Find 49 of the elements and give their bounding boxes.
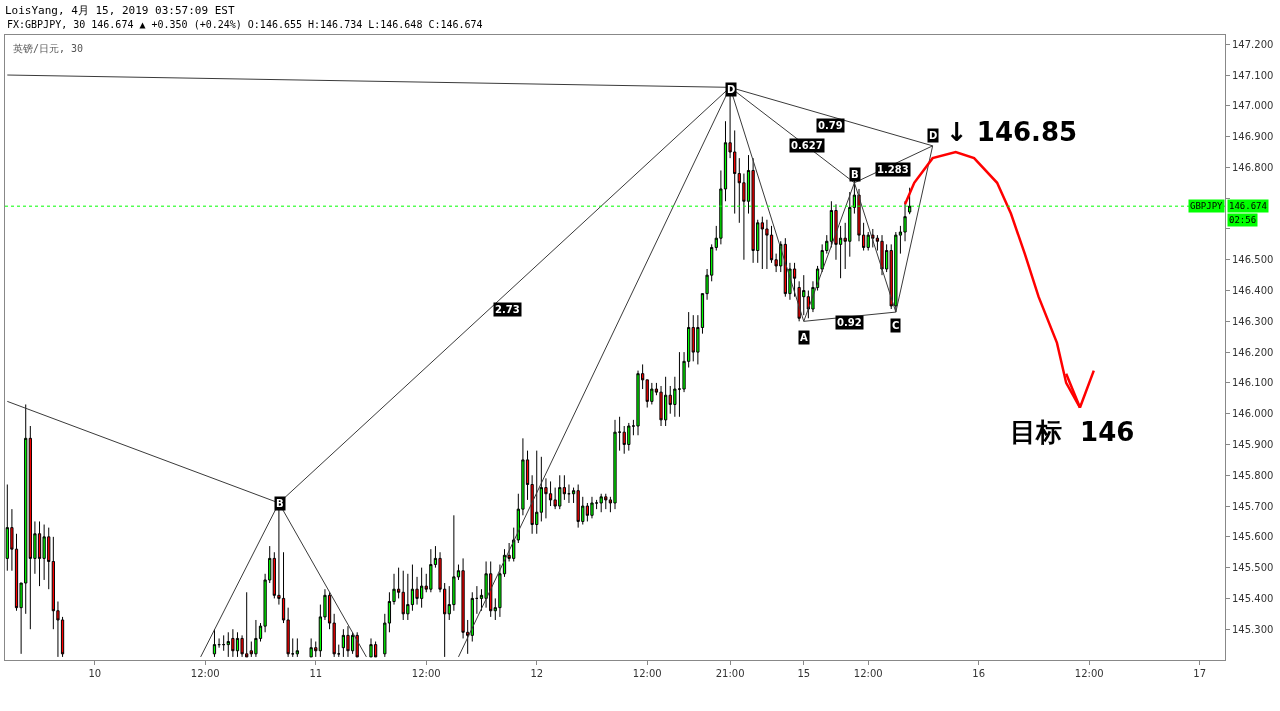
annotation: ↓ 146.85	[946, 117, 1078, 147]
y-tick-label: 146.300	[1232, 315, 1274, 327]
chart-title: LoisYang, 4月 15, 2019 03:57:09 EST	[5, 3, 235, 17]
annotation: 目标 146	[1010, 417, 1135, 447]
x-tick-label: 12	[530, 668, 544, 679]
annotation: B	[851, 169, 859, 180]
y-tick-label: 146.500	[1232, 254, 1274, 266]
annotation: 0.92	[837, 317, 862, 328]
x-tick-label: 12:00	[853, 668, 883, 679]
annotation: 0.627	[791, 140, 823, 151]
annotation: D	[727, 84, 736, 95]
y-tick-label: 146.800	[1232, 161, 1274, 173]
annotation: A	[800, 332, 808, 343]
text: 146.674	[1229, 201, 1267, 211]
x-tick-label: 21:00	[715, 668, 745, 679]
text: 02:56	[1229, 215, 1257, 225]
x-tick-label: 12:00	[632, 668, 662, 679]
y-tick-label: 146.400	[1232, 285, 1274, 297]
annotation: 英镑/日元, 30	[13, 43, 84, 54]
y-tick-label: 145.800	[1232, 469, 1274, 481]
y-tick-label: 145.400	[1232, 592, 1274, 604]
y-tick-label: 147.100	[1232, 69, 1274, 81]
y-tick-label: 145.700	[1232, 500, 1274, 512]
annotation: 1.283	[877, 164, 909, 175]
annotation: D	[929, 130, 938, 141]
x-tick-label: 12:00	[411, 668, 441, 679]
annotation: 0.79	[818, 120, 843, 131]
x-tick-label: 11	[309, 668, 323, 679]
y-tick-label: 147.000	[1232, 100, 1274, 112]
annotation: 2.73	[495, 304, 520, 315]
annotation: B	[276, 498, 284, 509]
x-tick-label: 12:00	[1074, 668, 1104, 679]
ref-line-label: GBPJPY	[1190, 201, 1224, 211]
chart-subtitle: FX:GBPJPY, 30 146.674 ▲ +0.350 (+0.24%) O:146.655 H:146.734 L:146.648 C:146.674	[7, 19, 483, 30]
x-tick-label: 17	[1193, 668, 1207, 679]
x-tick-label: 15	[797, 668, 811, 679]
x-tick-label: 10	[88, 668, 102, 679]
y-tick-label: 146.000	[1232, 408, 1274, 420]
y-tick-label: 145.900	[1232, 438, 1274, 450]
y-tick-label: 146.200	[1232, 346, 1274, 358]
y-tick-label: 146.900	[1232, 131, 1274, 143]
y-tick-label: 146.100	[1232, 377, 1274, 389]
y-tick-label: 145.300	[1232, 623, 1274, 635]
y-tick-label: 145.600	[1232, 531, 1274, 543]
x-tick-label: 16	[972, 668, 986, 679]
annotation: C	[892, 320, 900, 331]
y-tick-label: 145.500	[1232, 562, 1274, 574]
x-tick-label: 12:00	[190, 668, 220, 679]
y-tick-label: 147.200	[1232, 38, 1274, 50]
